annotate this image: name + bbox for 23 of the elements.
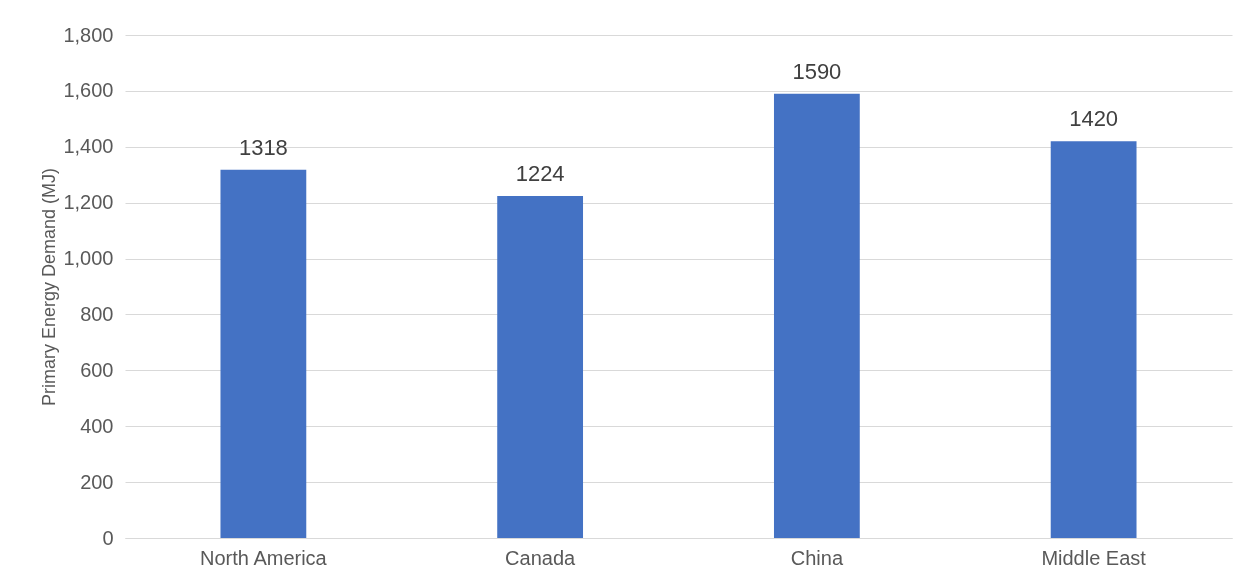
data-label: 1420: [1069, 106, 1119, 132]
y-tick-label: 400: [80, 414, 114, 437]
y-tick-label: 1,200: [63, 191, 114, 214]
y-tick-label: 0: [102, 526, 114, 549]
data-label: 1318: [238, 134, 288, 160]
y-tick-label: 1,800: [63, 23, 114, 46]
y-tick-label: 600: [80, 358, 114, 381]
y-tick-label: 800: [80, 302, 114, 325]
x-tick-label: Middle East: [1041, 546, 1147, 569]
x-tick-label: China: [790, 546, 844, 569]
bar: [220, 169, 307, 538]
x-tick-label: Canada: [505, 546, 577, 569]
bar: [497, 195, 584, 538]
bar: [773, 93, 860, 538]
x-tick-label: North America: [200, 546, 328, 569]
y-tick-label: 1,600: [63, 79, 114, 102]
y-axis-title: Primary Energy Demand (MJ): [39, 167, 60, 407]
y-tick-label: 1,000: [63, 247, 114, 270]
y-tick-label: 1,400: [63, 135, 114, 158]
data-label: 1224: [515, 160, 565, 186]
y-tick-label: 200: [80, 470, 114, 493]
bar: [1050, 141, 1137, 538]
data-label: 1590: [792, 58, 842, 84]
